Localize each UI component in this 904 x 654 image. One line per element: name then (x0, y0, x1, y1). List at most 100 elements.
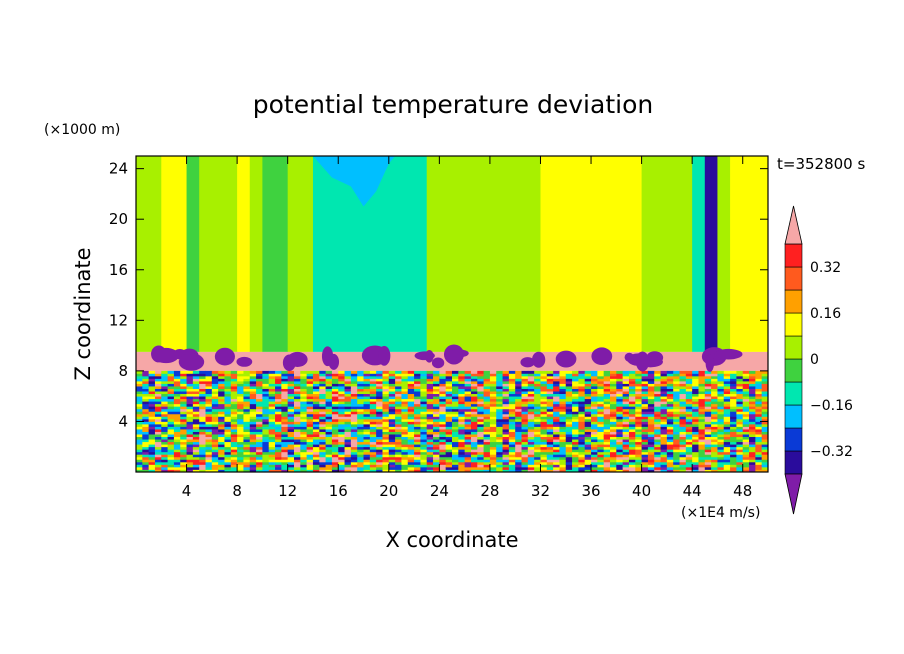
field-cell (508, 393, 516, 397)
field-cell (723, 446, 731, 450)
field-cell (275, 469, 282, 472)
field-cell (489, 446, 497, 450)
field-cell (483, 451, 491, 455)
field-cell (433, 380, 440, 384)
field-cell (565, 464, 573, 468)
field-cell (723, 418, 731, 422)
field-cell (711, 429, 718, 432)
field-cell (439, 454, 447, 458)
field-cell (546, 416, 554, 420)
field-cell (388, 373, 396, 377)
field-cell (192, 423, 200, 427)
field-cell (281, 434, 289, 438)
field-cell (749, 370, 756, 374)
field-cell (742, 393, 750, 397)
field-cell (407, 380, 415, 384)
field-cell (426, 459, 434, 463)
field-cell (369, 416, 377, 420)
field-cell (268, 469, 276, 472)
field-cell (647, 383, 655, 387)
field-cell (521, 403, 529, 407)
field-cell (610, 386, 617, 389)
field-cell (445, 418, 453, 422)
field-cell (540, 441, 548, 445)
field-cell (287, 436, 295, 440)
field-cell (281, 439, 289, 443)
field-cell (439, 393, 447, 397)
field-cell (249, 411, 257, 415)
field-cell (717, 451, 725, 455)
field-cell (211, 461, 219, 465)
field-cell (268, 413, 276, 417)
field-cell (262, 378, 270, 382)
field-cell (736, 459, 744, 463)
field-cell (306, 466, 314, 470)
field-cell (534, 466, 541, 470)
field-column (692, 156, 706, 352)
field-cell (666, 380, 674, 384)
field-cell (154, 398, 162, 402)
field-cell (268, 386, 276, 389)
field-cell (515, 436, 522, 440)
field-cell (761, 393, 768, 397)
field-cell (300, 449, 308, 453)
field-cell (281, 466, 289, 470)
field-cell (211, 464, 219, 468)
field-cell (666, 403, 674, 407)
field-cell (382, 434, 390, 438)
field-cell (723, 456, 731, 460)
field-cell (205, 370, 213, 374)
field-cell (685, 406, 693, 410)
field-cell (388, 426, 396, 430)
field-cell (521, 429, 529, 432)
field-cell (344, 421, 352, 425)
field-cell (192, 378, 200, 382)
field-cell (256, 418, 263, 422)
field-cell (338, 441, 345, 445)
field-cell (591, 370, 598, 374)
field-cell (287, 370, 295, 374)
field-cell (224, 413, 232, 417)
field-cell (483, 411, 491, 415)
field-cell (262, 416, 270, 420)
field-cell (338, 436, 345, 440)
field-cell (717, 456, 725, 460)
field-cell (294, 464, 301, 468)
colorbar-tick-label: −0.32 (810, 444, 853, 460)
field-cell (673, 436, 680, 440)
field-cell (755, 418, 763, 422)
field-cell (730, 378, 737, 382)
field-cell (363, 459, 371, 463)
field-cell (180, 401, 187, 405)
field-cell (136, 469, 143, 472)
field-cell (148, 403, 156, 407)
field-cell (433, 456, 440, 460)
field-cell (294, 406, 301, 410)
field-cell (325, 418, 333, 422)
field-cell (350, 401, 358, 405)
field-cell (218, 370, 225, 374)
field-cell (407, 426, 415, 430)
field-cell (711, 426, 718, 430)
field-cell (464, 406, 472, 410)
field-cell (470, 469, 478, 472)
field-cell (369, 386, 377, 389)
field-cell (186, 446, 194, 450)
field-cell (496, 426, 503, 430)
field-cell (711, 408, 718, 412)
field-cell (256, 423, 263, 427)
field-cell (723, 388, 731, 392)
field-column (730, 156, 744, 352)
field-cell (603, 408, 611, 412)
field-cell (666, 370, 674, 374)
field-cell (572, 446, 579, 450)
field-cell (761, 401, 768, 405)
field-cell (249, 434, 257, 438)
field-cell (388, 466, 396, 470)
field-cell (319, 446, 326, 450)
field-cell (698, 426, 706, 430)
field-cell (161, 439, 168, 443)
field-cell (319, 396, 326, 400)
field-cell (698, 406, 706, 410)
field-cell (167, 444, 175, 448)
